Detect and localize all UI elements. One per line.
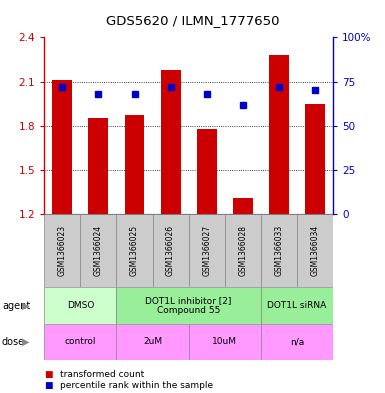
- Text: GSM1366034: GSM1366034: [310, 225, 320, 276]
- Text: GSM1366026: GSM1366026: [166, 225, 175, 276]
- Text: DMSO: DMSO: [67, 301, 94, 310]
- Text: ▶: ▶: [22, 301, 30, 310]
- Bar: [44, 214, 80, 287]
- Bar: [297, 214, 333, 287]
- Text: GDS5620 / ILMN_1777650: GDS5620 / ILMN_1777650: [106, 14, 279, 27]
- Text: n/a: n/a: [290, 338, 304, 346]
- Bar: [116, 214, 152, 287]
- Bar: [152, 214, 189, 287]
- Bar: [233, 198, 253, 214]
- Bar: [52, 80, 72, 214]
- Bar: [261, 214, 297, 287]
- Text: control: control: [65, 338, 96, 346]
- Text: dose: dose: [2, 337, 25, 347]
- Bar: [305, 104, 325, 214]
- Text: DOT1L inhibitor [2]
Compound 55: DOT1L inhibitor [2] Compound 55: [146, 296, 232, 315]
- Text: ■: ■: [44, 382, 53, 390]
- Bar: [225, 214, 261, 287]
- Text: ▶: ▶: [22, 337, 30, 347]
- Bar: [125, 116, 144, 214]
- Text: GSM1366024: GSM1366024: [94, 225, 103, 276]
- Text: agent: agent: [2, 301, 30, 310]
- Text: GSM1366027: GSM1366027: [202, 225, 211, 276]
- Text: GSM1366023: GSM1366023: [58, 225, 67, 276]
- Text: GSM1366033: GSM1366033: [275, 225, 283, 276]
- Text: GSM1366028: GSM1366028: [238, 225, 247, 276]
- Bar: [161, 70, 181, 214]
- Text: percentile rank within the sample: percentile rank within the sample: [60, 382, 213, 390]
- Bar: [189, 214, 225, 287]
- Bar: [261, 324, 333, 360]
- Bar: [116, 287, 261, 324]
- Bar: [116, 324, 189, 360]
- Bar: [189, 324, 261, 360]
- Bar: [89, 118, 108, 214]
- Bar: [261, 287, 333, 324]
- Text: 10uM: 10uM: [212, 338, 237, 346]
- Text: 2uM: 2uM: [143, 338, 162, 346]
- Bar: [44, 287, 116, 324]
- Text: DOT1L siRNA: DOT1L siRNA: [267, 301, 326, 310]
- Bar: [197, 129, 217, 214]
- Bar: [269, 55, 289, 214]
- Text: ■: ■: [44, 370, 53, 378]
- Text: transformed count: transformed count: [60, 370, 144, 378]
- Bar: [44, 324, 116, 360]
- Text: GSM1366025: GSM1366025: [130, 225, 139, 276]
- Bar: [80, 214, 116, 287]
